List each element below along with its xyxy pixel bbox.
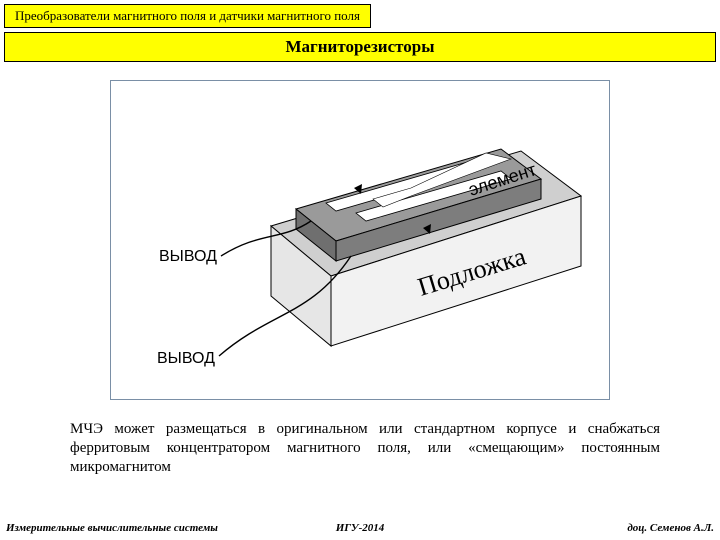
label-lead-top: ВЫВОД bbox=[159, 248, 217, 265]
footer-right: доц. Семенов А.Л. bbox=[627, 522, 714, 534]
page-title: Магниторезисторы bbox=[4, 32, 716, 62]
body-text: МЧЭ может размещаться в оригинальном или… bbox=[70, 420, 660, 476]
header-top-label: Преобразователи магнитного поля и датчик… bbox=[4, 4, 371, 28]
diagram-figure: ВЫВОД ВЫВОД элемент Подложка bbox=[110, 80, 610, 400]
label-lead-bottom: ВЫВОД bbox=[157, 350, 215, 367]
footer-center: ИГУ-2014 bbox=[6, 522, 714, 534]
